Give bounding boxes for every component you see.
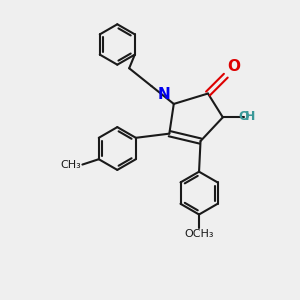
Text: N: N	[158, 87, 170, 102]
Text: OCH₃: OCH₃	[184, 230, 214, 239]
Text: H: H	[244, 110, 255, 123]
Text: O: O	[238, 110, 249, 123]
Text: CH₃: CH₃	[61, 160, 82, 170]
Text: O: O	[227, 59, 240, 74]
